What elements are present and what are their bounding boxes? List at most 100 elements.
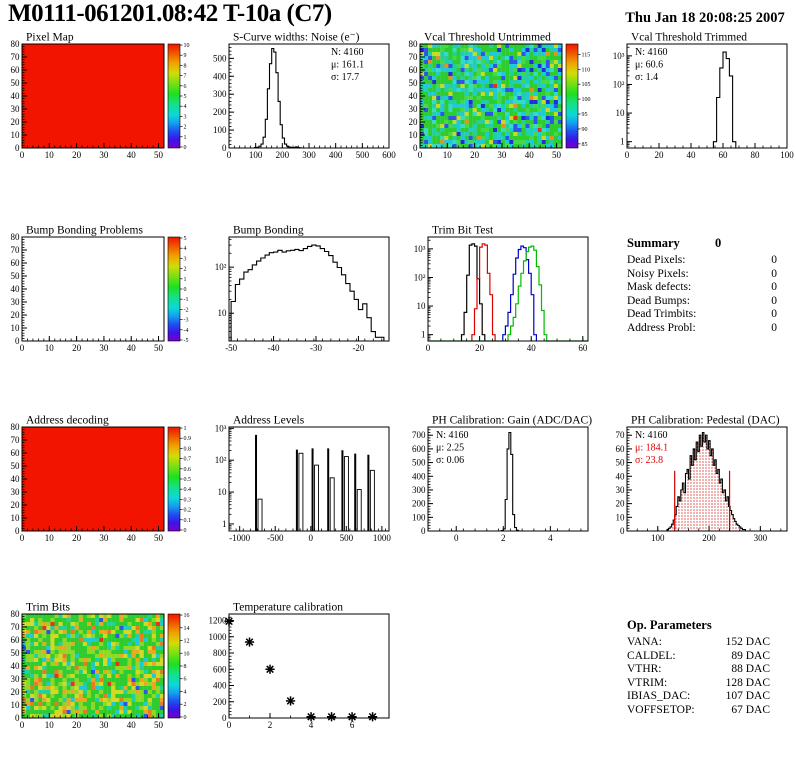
op-parameters-title: Op. Parameters xyxy=(627,618,712,632)
svg-text:0: 0 xyxy=(184,145,187,151)
svg-text:μ: 184.1: μ: 184.1 xyxy=(635,443,668,454)
svg-text:20: 20 xyxy=(655,150,665,160)
op-parameter-label: VTHR: xyxy=(627,663,662,675)
svg-text:σ: 17.7: σ: 17.7 xyxy=(331,72,359,83)
svg-text:600: 600 xyxy=(412,444,426,454)
svg-text:-500: -500 xyxy=(267,533,284,543)
svg-text:Bump Bonding: Bump Bonding xyxy=(233,225,304,237)
svg-text:10: 10 xyxy=(45,720,55,730)
summary-row-label: Dead Pixels: xyxy=(627,254,686,266)
scurve-noise-plot: S-Curve widths: Noise (e⁻) 0 100 200 300 400 5… xyxy=(213,32,396,161)
svg-text:800: 800 xyxy=(213,648,227,658)
x-axis: 0 10 20 30 40 50 xyxy=(20,143,165,160)
svg-text:20: 20 xyxy=(72,343,82,353)
svg-text:100: 100 xyxy=(780,150,794,160)
svg-text:0: 0 xyxy=(184,715,187,721)
bump-bonding-problems-cell: Bump Bonding Problems 0 10 20 30 40 50 0 10 20 30 4… xyxy=(0,223,199,373)
op-parameter-value: 67 DAC xyxy=(731,703,770,716)
svg-text:40: 40 xyxy=(127,720,137,730)
scurve-noise-cell: S-Curve widths: Noise (e⁻) 0 100 200 300 400 5… xyxy=(199,30,398,180)
svg-text:10: 10 xyxy=(45,150,55,160)
svg-text:60: 60 xyxy=(11,635,21,645)
svg-text:20: 20 xyxy=(475,343,485,353)
op-parameter-label: VTRIM: xyxy=(627,676,668,689)
svg-text:30: 30 xyxy=(11,297,21,307)
svg-text:60: 60 xyxy=(719,150,729,160)
svg-text:70: 70 xyxy=(11,245,21,255)
y-axis: 10 10² xyxy=(215,238,234,338)
svg-text:0: 0 xyxy=(20,343,25,353)
svg-text:4: 4 xyxy=(548,533,553,543)
temperature-calibration-cell: Temperature calibration 0 2 4 6 0 200 400 600 800… xyxy=(199,600,398,750)
y-axis: 1 10 10² 10³ xyxy=(613,46,632,149)
svg-text:80: 80 xyxy=(11,422,21,432)
y-axis: 0 10 20 30 40 50 60 70 80 xyxy=(11,422,27,536)
svg-text:-5: -5 xyxy=(184,338,189,344)
x-axis: 0 2 4 6 xyxy=(227,713,373,730)
svg-text:70: 70 xyxy=(616,430,626,440)
svg-text:8: 8 xyxy=(184,63,187,69)
svg-text:70: 70 xyxy=(409,52,419,62)
vcal-trimmed-cell: Vcal Threshold Trimmed 0 20 40 60 80 100 1 10 10²… xyxy=(597,30,796,180)
svg-text:μ: 161.1: μ: 161.1 xyxy=(331,60,364,71)
svg-text:0: 0 xyxy=(227,720,232,730)
svg-text:0: 0 xyxy=(426,343,431,353)
svg-text:60: 60 xyxy=(578,343,588,353)
op-parameter-value: 128 DAC xyxy=(725,676,770,689)
svg-text:80: 80 xyxy=(11,232,21,242)
svg-text:0: 0 xyxy=(15,526,20,536)
svg-text:4: 4 xyxy=(184,689,187,695)
svg-text:1: 1 xyxy=(184,277,187,283)
timestamp: Thu Jan 18 20:08:25 2007 xyxy=(625,10,785,26)
summary-row-value: 0 xyxy=(771,281,777,293)
svg-text:1: 1 xyxy=(184,135,187,141)
svg-text:30: 30 xyxy=(99,533,109,543)
summary-header: Summary 0 xyxy=(627,236,777,251)
svg-text:S-Curve widths: Noise (e⁻): S-Curve widths: Noise (e⁻) xyxy=(233,32,360,44)
svg-text:10: 10 xyxy=(45,533,55,543)
svg-text:80: 80 xyxy=(409,39,419,49)
svg-text:0: 0 xyxy=(413,143,418,153)
svg-text:40: 40 xyxy=(525,150,535,160)
vcal-untrimmed-plot: Vcal Threshold Untrimmed 0 10 20 30 40 50 0 10 20… xyxy=(409,32,591,161)
svg-text:90: 90 xyxy=(582,127,588,133)
svg-text:10: 10 xyxy=(45,343,55,353)
summary-title: Summary xyxy=(627,236,680,250)
svg-text:-50: -50 xyxy=(225,343,237,353)
svg-text:3: 3 xyxy=(184,256,187,262)
svg-text:-2: -2 xyxy=(184,307,189,313)
svg-text:95: 95 xyxy=(582,112,588,118)
y-axis: 0 10 20 30 40 50 60 70 80 xyxy=(409,39,425,153)
svg-text:300: 300 xyxy=(412,485,426,495)
svg-text:0.4: 0.4 xyxy=(184,487,192,493)
svg-text:1: 1 xyxy=(222,519,227,529)
svg-text:Trim Bits: Trim Bits xyxy=(26,602,71,614)
ph-gain-cell: PH Calibration: Gain (ADC/DAC) 0 2 4 0 100 200… xyxy=(398,413,597,563)
svg-text:400: 400 xyxy=(412,471,426,481)
svg-text:Trim Bit Test: Trim Bit Test xyxy=(432,225,494,237)
svg-text:2: 2 xyxy=(268,720,273,730)
svg-text:Bump Bonding Problems: Bump Bonding Problems xyxy=(26,225,143,237)
bump-bonding-plot: Bump Bonding -50 -40 -30 -20 10 10² xyxy=(215,225,390,353)
svg-text:500: 500 xyxy=(356,150,370,160)
svg-text:80: 80 xyxy=(11,39,21,49)
summary-block: Summary 0 Dead Pixels: 0 Noisy Pixels: 0 M… xyxy=(627,236,777,335)
summary-total: 0 xyxy=(715,236,722,250)
svg-text:200: 200 xyxy=(412,499,426,509)
y-axis: 1 10 10² 10³ xyxy=(414,239,433,342)
svg-text:N: 4160: N: 4160 xyxy=(331,47,364,58)
svg-text:0: 0 xyxy=(421,526,426,536)
svg-text:20: 20 xyxy=(11,117,21,127)
summary-row: Address Probl: 0 xyxy=(627,322,777,336)
svg-text:0: 0 xyxy=(20,720,25,730)
svg-text:100: 100 xyxy=(213,125,227,135)
svg-text:10³: 10³ xyxy=(414,244,426,254)
svg-text:6: 6 xyxy=(350,720,355,730)
svg-text:0.2: 0.2 xyxy=(184,508,192,514)
op-parameter-row: VANA: 152 DAC xyxy=(627,636,770,650)
svg-text:50: 50 xyxy=(11,648,21,658)
pixel-map-cell: Pixel Map 0 10 20 30 40 50 0 10 20 30 40 50 60 70 80 10 9… xyxy=(0,30,199,180)
svg-text:60: 60 xyxy=(409,65,419,75)
